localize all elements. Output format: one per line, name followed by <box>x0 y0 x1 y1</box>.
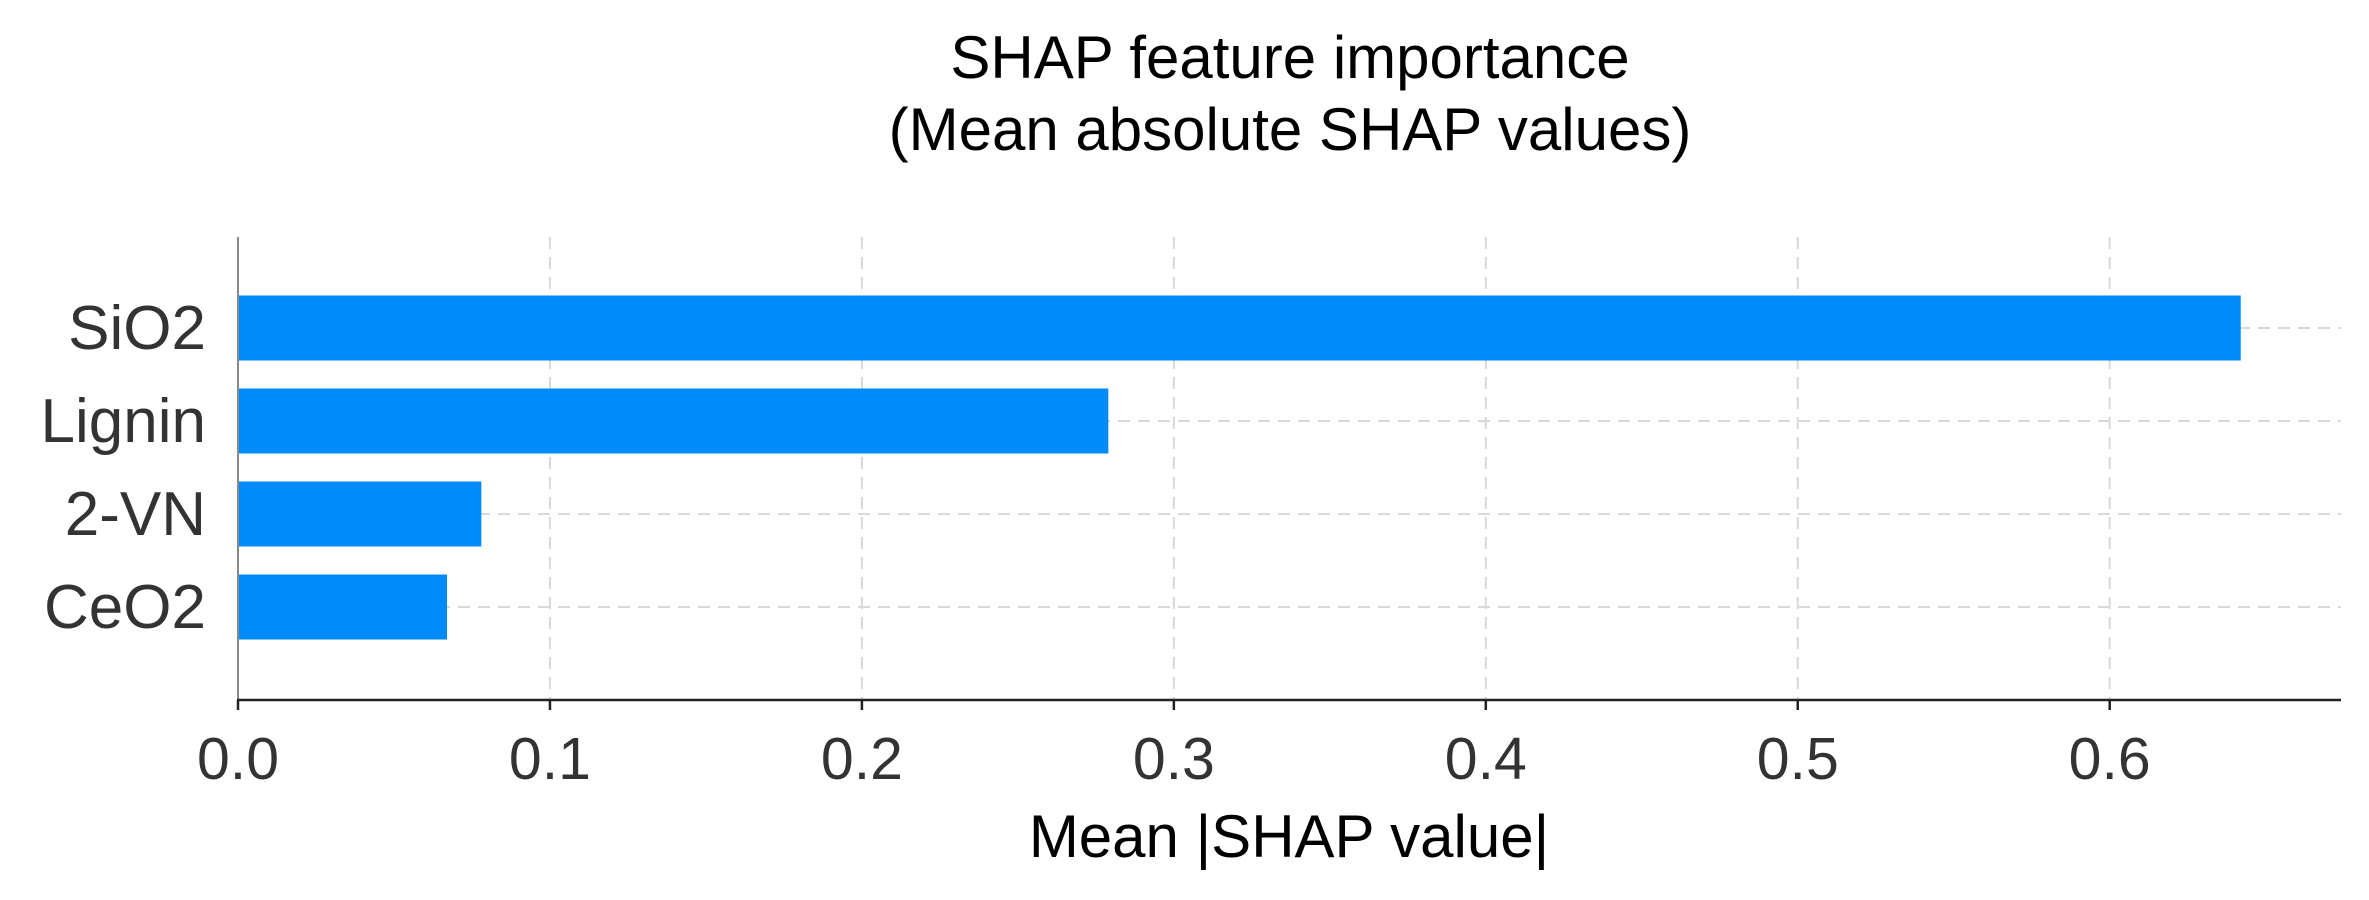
x-axis-title: Mean |SHAP value| <box>1029 803 1549 870</box>
category-label: 2-VN <box>65 480 206 549</box>
bar-lignin <box>238 388 1109 454</box>
chart-title: SHAP feature importance <box>950 24 1629 91</box>
chart-subtitle: (Mean absolute SHAP values) <box>889 96 1692 163</box>
x-axis-ticks: 0.0 0.1 0.2 0.3 0.4 0.5 0.6 <box>197 700 2151 792</box>
bar-ceo2 <box>238 574 448 640</box>
bars <box>238 295 2241 640</box>
x-tick-label: 0.6 <box>2069 726 2151 792</box>
category-label: CeO2 <box>44 573 206 642</box>
bar-2-vn <box>238 481 482 547</box>
x-tick-label: 0.1 <box>509 726 591 792</box>
category-label: Lignin <box>41 387 206 456</box>
bar-sio2 <box>238 295 2241 361</box>
x-tick-label: 0.5 <box>1757 726 1839 792</box>
category-labels: SiO2 Lignin 2-VN CeO2 <box>41 294 206 642</box>
x-tick-label: 0.4 <box>1445 726 1527 792</box>
x-tick-label: 0.3 <box>1133 726 1215 792</box>
x-tick-label: 0.2 <box>821 726 903 792</box>
category-label: SiO2 <box>68 294 206 363</box>
x-tick-label: 0.0 <box>197 726 279 792</box>
